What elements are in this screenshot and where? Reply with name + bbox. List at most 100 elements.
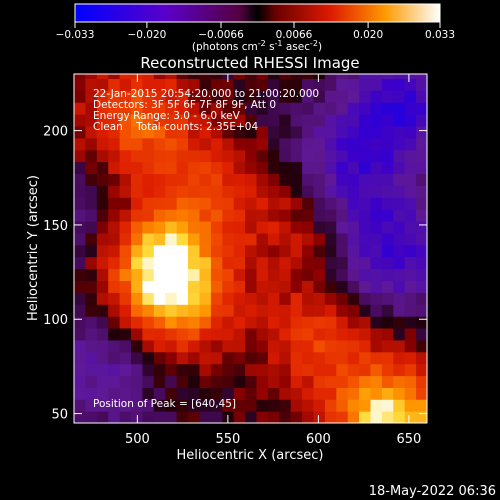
heatmap-cell <box>210 173 223 186</box>
heatmap-cell <box>279 327 292 341</box>
heatmap-cell <box>142 197 155 210</box>
heatmap-cell <box>302 411 315 423</box>
heatmap-cell <box>324 339 337 353</box>
heatmap-cell <box>142 90 155 103</box>
heatmap-cell <box>256 232 269 246</box>
heatmap-cell <box>96 256 109 270</box>
heatmap-cell <box>199 185 212 198</box>
heatmap-cell <box>131 304 143 317</box>
heatmap-cell <box>290 399 303 412</box>
heatmap-cell <box>119 256 132 270</box>
heatmap-cell <box>267 78 280 91</box>
heatmap-cell <box>74 197 86 210</box>
heatmap-cell <box>245 78 258 91</box>
heatmap-cell <box>393 114 406 127</box>
heatmap-cell <box>119 90 132 103</box>
heatmap-cell <box>96 292 109 305</box>
heatmap-cell <box>393 375 406 388</box>
heatmap-cell <box>108 161 121 174</box>
heatmap-cell <box>290 387 303 400</box>
colorbar-tick-label: −0.020 <box>127 29 166 41</box>
heatmap-cell <box>279 316 292 329</box>
heatmap-cell <box>96 114 109 127</box>
heatmap-cell <box>119 399 132 412</box>
heatmap-cell <box>313 399 326 412</box>
heatmap-cell <box>267 244 280 258</box>
heatmap-cell <box>347 90 360 103</box>
heatmap-cell <box>74 244 86 258</box>
heatmap-cell <box>279 375 292 388</box>
heatmap-cell <box>153 256 166 270</box>
heatmap-cell <box>153 197 166 210</box>
heatmap-cell <box>199 149 212 163</box>
heatmap-cell <box>404 268 417 281</box>
colorbar-gradient <box>74 3 441 23</box>
heatmap-cell <box>199 161 212 174</box>
heatmap-cell <box>393 185 406 198</box>
heatmap-cell <box>165 102 178 115</box>
heatmap-cell <box>142 209 155 222</box>
heatmap-cell <box>245 173 258 186</box>
heatmap-cell <box>153 244 166 258</box>
heatmap-cell <box>404 363 417 377</box>
heatmap-cell <box>188 197 200 210</box>
heatmap-cell <box>404 221 417 234</box>
heatmap-cell <box>233 411 246 423</box>
heatmap-cell <box>279 185 292 198</box>
heatmap-cell <box>404 149 417 163</box>
colorbar-unit-label: (photons cm-2 s-1 asec-2) <box>192 39 322 53</box>
heatmap-cell <box>256 185 269 198</box>
heatmap-cell <box>74 102 86 115</box>
heatmap-cell <box>336 375 349 388</box>
heatmap-cell <box>165 375 178 388</box>
heatmap-cell <box>416 387 427 400</box>
heatmap-cell <box>279 387 292 400</box>
heatmap-cell <box>233 209 246 222</box>
heatmap-cell <box>165 90 178 103</box>
heatmap-cell <box>74 304 86 317</box>
heatmap-cell <box>290 339 303 353</box>
heatmap-cell <box>267 411 280 423</box>
heatmap-cell <box>188 256 200 270</box>
heatmap-cell <box>222 173 235 186</box>
heatmap-cell <box>370 114 383 127</box>
heatmap-cell <box>245 339 258 353</box>
heatmap-cell <box>188 316 200 329</box>
heatmap-cell <box>96 268 109 281</box>
heatmap-cell <box>199 114 212 127</box>
heatmap-cell <box>85 137 98 151</box>
heatmap-cell <box>199 173 212 186</box>
heatmap-cell <box>416 221 427 234</box>
heatmap-cell <box>370 339 383 353</box>
heatmap-cell <box>279 161 292 174</box>
heatmap-cell <box>359 161 372 174</box>
heatmap-cell <box>131 292 143 305</box>
heatmap-cell <box>324 185 337 198</box>
heatmap-cell <box>279 102 292 115</box>
heatmap-cell <box>336 125 349 139</box>
heatmap-cell <box>336 149 349 163</box>
heatmap-cell <box>347 375 360 388</box>
heatmap-cell <box>404 327 417 341</box>
heatmap-cell <box>256 292 269 305</box>
heatmap-cell <box>74 316 86 329</box>
heatmap-cell <box>256 114 269 127</box>
heatmap-cell <box>393 244 406 258</box>
heatmap-cell <box>96 244 109 258</box>
colorbar: −0.033 −0.020 −0.0066 0.0066 0.020 0.033 (pho… <box>56 3 455 53</box>
heatmap-cell <box>85 125 98 139</box>
heatmap-cell <box>176 161 189 174</box>
heatmap-cell <box>188 232 200 246</box>
heatmap-cell <box>245 232 258 246</box>
heatmap-cell <box>199 375 212 388</box>
heatmap-cell <box>290 316 303 329</box>
heatmap-cell <box>210 114 223 127</box>
heatmap-cell <box>176 102 189 115</box>
heatmap-cell <box>176 221 189 234</box>
heatmap-cell <box>131 327 143 341</box>
heatmap-cell <box>347 149 360 163</box>
heatmap-cell <box>256 268 269 281</box>
heatmap-cell <box>119 102 132 115</box>
heatmap-cell <box>108 316 121 329</box>
heatmap-cell <box>416 411 427 423</box>
